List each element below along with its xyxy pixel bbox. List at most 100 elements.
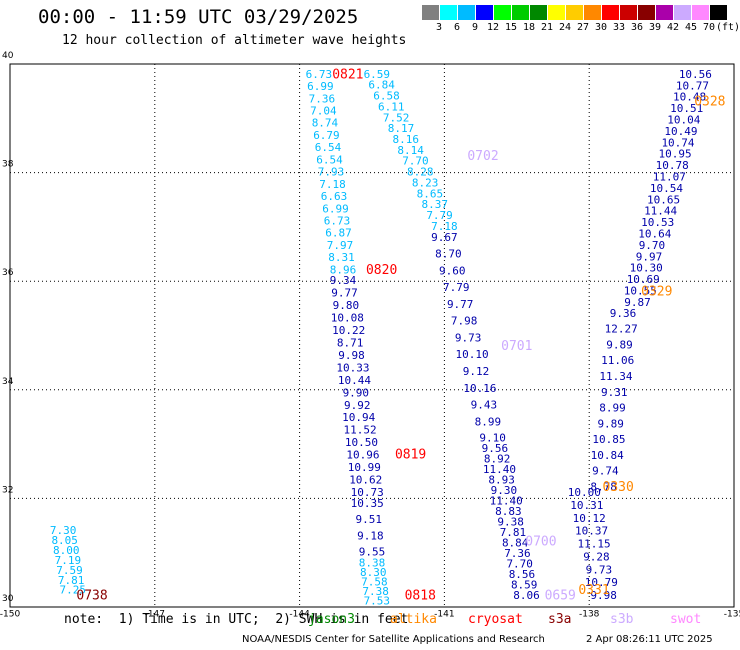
wave-height-value: 10.55 [624,285,657,298]
legend-label: 3 [435,22,443,33]
satellite-legend: jason3 altika cryosat s3a s3b swot [0,612,740,630]
wave-height-value: 6.84 [368,79,395,92]
wave-height-value: 7.30 [50,524,77,537]
wave-height-value: 8.38 [359,557,386,570]
wave-height-value: 10.50 [345,436,378,449]
wave-height-value: 10.73 [351,486,384,499]
wave-height-value: 8.84 [502,537,529,550]
legend-label: 15 [504,22,518,33]
wave-height-value: 9.73 [455,331,482,344]
legend-label: 9 [471,22,479,33]
x-tick-label: -141 [434,610,454,620]
pass-time-label: 0738 [76,589,107,604]
wave-height-value: 10.84 [591,449,624,462]
wave-height-value: 7.70 [402,155,429,168]
legend-swatch [566,5,583,20]
wave-height-value: 8.70 [435,248,462,261]
wave-height-value: 9.12 [463,365,490,378]
wave-height-value: 10.95 [659,148,692,161]
wave-height-value: 8.92 [484,453,511,466]
legend-label: 33 [612,22,626,33]
wave-height-value: 10.64 [638,228,671,241]
wave-height-value: 8.30 [360,566,387,579]
wave-height-value: 8.23 [412,176,439,189]
axis-ticks: -150 -147 -144 -141 -138 -135 30 32 34 36 38 40 [0,51,740,620]
legend-swatch [440,5,457,20]
pass-time-label: 0659 [545,589,576,604]
wave-height-value: 9.60 [439,264,466,277]
wave-height-value: 9.38 [497,516,524,529]
wave-height-value: 9.30 [491,484,518,497]
wave-height-value: 9.80 [333,299,360,312]
wave-height-value: 6.63 [321,190,348,203]
legend-swatch [476,5,493,20]
wave-height-value: 9.51 [356,513,383,526]
wave-height-value: 11.52 [344,424,377,437]
wave-height-value: 8.96 [330,263,357,276]
wave-height-value: 7.97 [327,239,354,252]
wave-height-value: 9.87 [624,296,651,309]
wave-height-value: 7.81 [58,574,85,587]
wave-height-value: 8.00 [53,544,80,557]
legend-swatch [512,5,529,20]
x-tick-label: -144 [289,610,310,620]
wave-height-value: 6.99 [322,202,349,215]
legend-label: 21 [540,22,554,33]
legend-label: 12 [486,22,500,33]
wave-height-value: 9.97 [636,250,663,263]
wave-height-value: 11.40 [483,463,516,476]
wave-height-value: 7.81 [500,526,527,539]
wave-height-value: 7.98 [451,315,478,328]
wave-height-value: 6.79 [313,129,340,142]
wave-height-value: 6.73 [324,214,351,227]
satellite-cryosat: cryosat [468,612,523,627]
wave-height-value: 11.34 [599,370,632,383]
wave-height-value: 7.36 [309,92,336,105]
wave-height-value: 10.51 [670,102,703,115]
footer-note: note: 1) Time is in UTC; 2) SWH is in fe… [64,612,409,627]
pass-time-label: 0702 [467,149,498,164]
wave-height-value: 7.70 [506,558,533,571]
wave-height-value: 10.99 [348,461,381,474]
wave-height-value: 9.67 [431,231,458,244]
credit-text: NOAA/NESDIS Center for Satellite Applica… [242,634,545,645]
wave-height-value: 9.89 [597,417,624,430]
satellite-s3a: s3a [548,612,572,627]
wave-height-value: 9.74 [592,465,619,478]
wave-height-value: 8.99 [475,415,502,428]
grid-lines [10,64,734,607]
track-values: 7.308.058.007.197.597.817.256.736.997.36… [50,68,712,608]
wave-height-value: 6.87 [325,227,352,240]
wave-height-value: 8.78 [590,481,617,494]
legend-label: 42 [666,22,680,33]
wave-height-value: 10.04 [667,113,700,126]
x-tick-label: -135 [724,610,740,620]
wave-height-value: 10.35 [351,497,384,510]
wave-height-value: 7.25 [59,584,86,597]
wave-height-value: 8.74 [312,117,339,130]
plot-area [9,63,735,608]
y-tick-label: 38 [2,160,14,170]
wave-height-value: 9.98 [590,589,617,602]
x-tick-label: -138 [579,610,600,620]
wave-height-value: 10.62 [349,474,382,487]
wave-height-value: 10.31 [570,499,603,512]
wave-height-value: 9.31 [601,386,628,399]
y-tick-label: 36 [2,268,14,278]
wave-height-value: 10.53 [641,216,674,229]
wave-height-value: 10.96 [346,449,379,462]
legend-swatch [548,5,565,20]
wave-height-value: 10.10 [455,348,488,361]
legend-swatch [458,5,475,20]
wave-height-value: 8.71 [337,336,364,349]
pass-time-label: 0819 [395,447,426,462]
legend-unit: (ft) [715,22,740,33]
wave-height-value: 6.73 [306,68,333,81]
wave-height-value: 9.92 [344,399,371,412]
wave-height-value: 10.49 [664,125,697,138]
y-tick-label: 34 [2,377,14,387]
legend-label: 27 [576,22,590,33]
wave-height-value: 9.98 [338,349,365,362]
wave-height-value: 10.48 [673,91,706,104]
pass-time-label: 0821 [332,67,363,82]
